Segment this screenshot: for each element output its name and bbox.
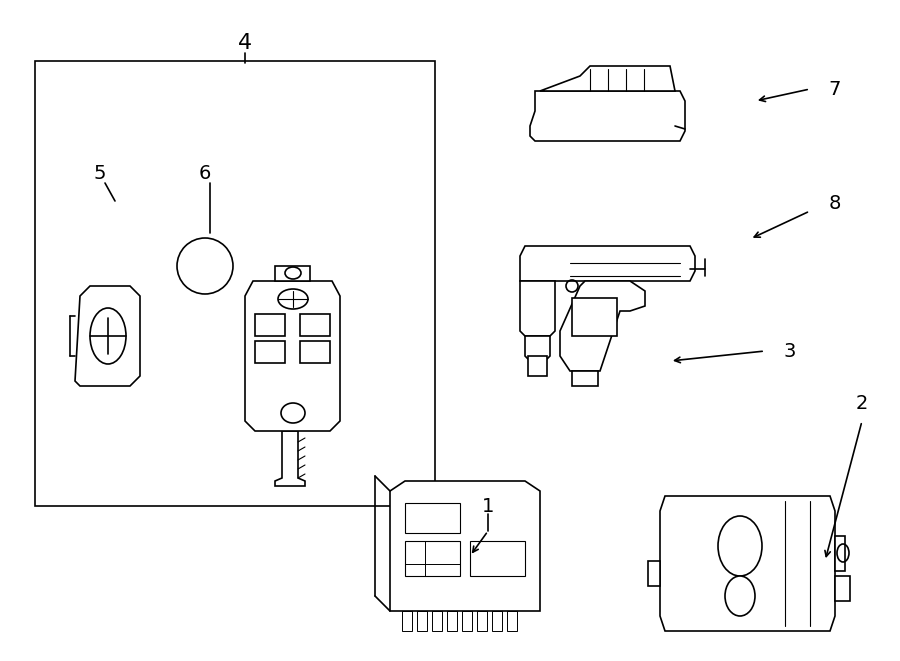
Polygon shape (275, 266, 310, 281)
Bar (255, 314, 285, 336)
Polygon shape (530, 91, 685, 141)
Polygon shape (648, 561, 660, 586)
Polygon shape (275, 431, 305, 486)
Polygon shape (402, 611, 412, 631)
Text: 3: 3 (784, 342, 796, 360)
Polygon shape (835, 576, 850, 601)
Text: 7: 7 (829, 79, 842, 98)
Polygon shape (540, 66, 675, 91)
Polygon shape (560, 281, 645, 371)
Ellipse shape (725, 576, 755, 616)
Polygon shape (245, 281, 340, 431)
Polygon shape (447, 611, 457, 631)
Bar (300, 341, 330, 363)
Bar (405, 541, 460, 576)
Polygon shape (462, 611, 472, 631)
Text: 2: 2 (856, 393, 868, 412)
Ellipse shape (718, 516, 762, 576)
Bar (572, 298, 617, 336)
Text: 8: 8 (829, 194, 842, 212)
Polygon shape (417, 611, 427, 631)
Bar (405, 503, 460, 533)
Polygon shape (507, 611, 517, 631)
Polygon shape (572, 371, 598, 386)
Text: 6: 6 (199, 163, 212, 182)
Polygon shape (492, 611, 502, 631)
Ellipse shape (90, 308, 126, 364)
Text: 5: 5 (94, 163, 106, 182)
Polygon shape (660, 496, 835, 631)
Polygon shape (525, 336, 550, 361)
Bar (35, 61, 435, 506)
Polygon shape (520, 246, 695, 281)
Bar (300, 314, 330, 336)
Ellipse shape (177, 238, 233, 294)
Polygon shape (75, 286, 140, 386)
Polygon shape (520, 281, 555, 336)
Bar (255, 341, 285, 363)
Polygon shape (390, 481, 540, 611)
Text: 1: 1 (482, 496, 494, 516)
Bar (470, 541, 525, 576)
Text: 4: 4 (238, 33, 252, 53)
Polygon shape (528, 356, 547, 376)
Polygon shape (477, 611, 487, 631)
Polygon shape (432, 611, 442, 631)
Polygon shape (835, 536, 845, 571)
